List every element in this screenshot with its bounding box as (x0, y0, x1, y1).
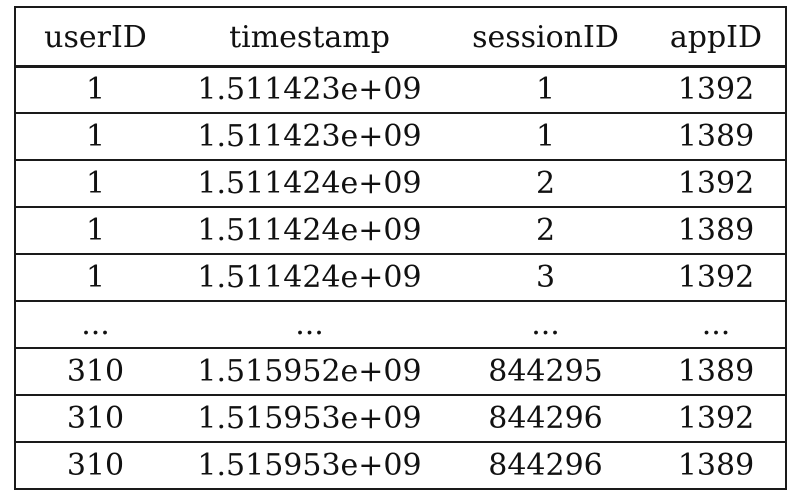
cell-userid: ... (81, 306, 110, 342)
cell-appid: ... (701, 306, 731, 342)
cell-userid: 1 (85, 118, 106, 154)
cell-timestamp: 1.511424e+09 (197, 212, 422, 248)
cell-appid: 1392 (677, 165, 755, 201)
table-row: 310 1.515953e+09 844296 1389 (16, 441, 785, 488)
table-row: 1 1.511424e+09 3 1392 (16, 253, 785, 300)
table-header-row: userID timestamp sessionID appID (16, 8, 785, 65)
cell-timestamp: 1.511424e+09 (197, 259, 422, 295)
cell-timestamp: 1.511424e+09 (197, 165, 422, 201)
cell-sessionid: 844295 (488, 353, 603, 389)
table-row: 310 1.515952e+09 844295 1389 (16, 347, 785, 394)
cell-appid: 1389 (677, 212, 755, 248)
table-row: 1 1.511424e+09 2 1389 (16, 206, 785, 253)
cell-userid: 1 (85, 212, 106, 248)
cell-timestamp: 1.515953e+09 (197, 400, 422, 436)
table-row: 1 1.511423e+09 1 1392 (16, 65, 785, 112)
cell-sessionid: 1 (535, 72, 556, 107)
cell-sessionid: 2 (535, 212, 556, 248)
cell-appid: 1389 (677, 353, 755, 389)
cell-userid: 1 (85, 165, 106, 201)
cell-userid: 310 (66, 353, 125, 389)
cell-timestamp: 1.511423e+09 (197, 72, 422, 107)
cell-userid: 1 (85, 259, 106, 295)
cell-sessionid: 2 (535, 165, 556, 201)
table-row-ellipsis: ... ... ... ... (16, 300, 785, 347)
cell-sessionid: ... (531, 306, 560, 342)
cell-sessionid: 1 (535, 118, 556, 154)
cell-sessionid: 844296 (488, 400, 603, 436)
header-userid: userID (44, 19, 147, 55)
cell-userid: 310 (66, 400, 125, 436)
table-row: 310 1.515953e+09 844296 1392 (16, 394, 785, 441)
cell-appid: 1392 (677, 72, 755, 107)
cell-sessionid: 844296 (488, 447, 603, 483)
cell-appid: 1389 (677, 447, 755, 483)
cell-sessionid: 3 (535, 259, 556, 295)
header-appid: appID (669, 19, 763, 55)
cell-timestamp: ... (295, 306, 324, 342)
data-table: userID timestamp sessionID appID 1 1.511… (14, 6, 787, 490)
header-timestamp: timestamp (229, 19, 390, 55)
cell-userid: 1 (85, 72, 106, 107)
cell-userid: 310 (66, 447, 125, 483)
table-row: 1 1.511424e+09 2 1392 (16, 159, 785, 206)
table-row: 1 1.511423e+09 1 1389 (16, 112, 785, 159)
cell-appid: 1392 (677, 259, 755, 295)
header-sessionid: sessionID (472, 19, 619, 55)
cell-timestamp: 1.515952e+09 (197, 353, 422, 389)
cell-timestamp: 1.511423e+09 (197, 118, 422, 154)
cell-appid: 1389 (677, 118, 755, 154)
cell-appid: 1392 (677, 400, 755, 436)
cell-timestamp: 1.515953e+09 (197, 447, 422, 483)
